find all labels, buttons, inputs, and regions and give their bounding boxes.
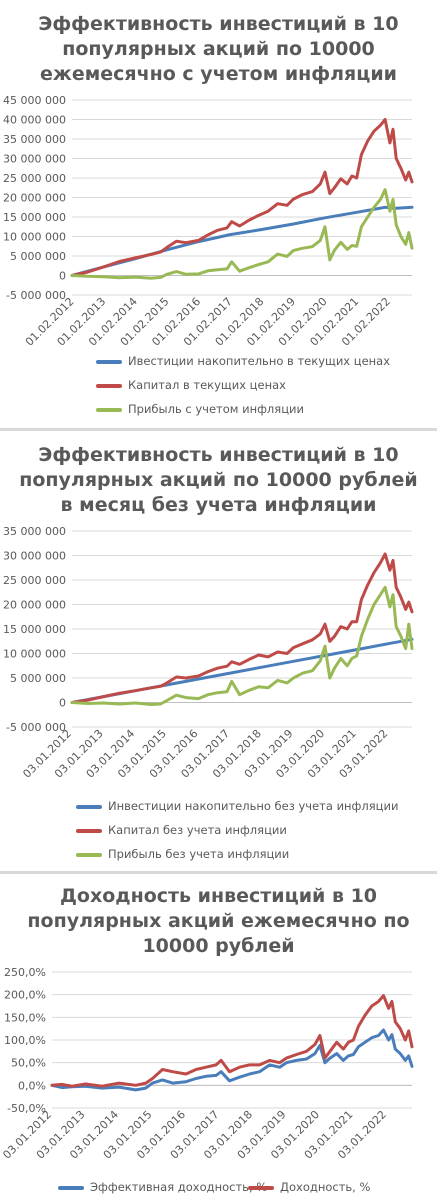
series-line-red xyxy=(70,552,414,704)
legend-swatch-blue xyxy=(96,360,122,364)
chart-panel-1: Эффективность инвестиций в 10 популярных… xyxy=(0,0,437,428)
y-tick-label: -50,0% xyxy=(7,1102,46,1115)
y-tick-label: 15 000 000 xyxy=(3,211,66,224)
y-tick-label: 5 000 000 xyxy=(10,672,66,685)
series-line-red xyxy=(70,118,414,277)
y-tick-label: 0,0% xyxy=(18,1079,46,1092)
y-tick-label: -5 000 000 xyxy=(6,289,66,302)
panel-divider xyxy=(0,428,437,431)
chart-panel-3: Доходность инвестиций в 10 популярных ак… xyxy=(0,874,437,1200)
y-tick-label: 25 000 000 xyxy=(3,172,66,185)
y-tick-label: 20 000 000 xyxy=(3,599,66,612)
legend-label: Инвестиции накопительно без учета инфляц… xyxy=(108,799,399,813)
y-tick-label: 200,0% xyxy=(4,989,46,1002)
y-tick-label: 0 xyxy=(59,697,66,710)
y-tick-label: 35 000 000 xyxy=(3,525,66,538)
y-tick-label: 40 000 000 xyxy=(3,114,66,127)
legend-label: Прибыль с учетом инфляции xyxy=(128,402,304,416)
y-tick-label: 100,0% xyxy=(4,1034,46,1047)
y-tick-label: 10 000 000 xyxy=(3,648,66,661)
y-tick-label: 20 000 000 xyxy=(3,192,66,205)
legend-label: Доходность, % xyxy=(280,1180,371,1194)
y-tick-label: 150,0% xyxy=(4,1011,46,1024)
legend-swatch-green xyxy=(96,408,122,412)
y-tick-label: -5 000 000 xyxy=(6,721,66,734)
chart-title: Эффективность инвестиций в 10 популярных… xyxy=(38,13,399,85)
y-tick-label: 30 000 000 xyxy=(3,550,66,563)
legend-label: Эффективная доходность, % xyxy=(90,1180,268,1194)
chart-title: Доходность инвестиций в 10 популярных ак… xyxy=(27,885,410,957)
legend-swatch-green xyxy=(76,853,102,857)
chart-1-plot: -5 000 000 0 5 000 000 10 000 000 15 000 000… xyxy=(3,94,414,349)
legend-swatch-blue xyxy=(76,805,102,809)
legend-label: Капитал без учета инфляции xyxy=(108,823,287,837)
legend-label: Прибыль без учета инфляции xyxy=(108,847,290,861)
y-tick-label: 45 000 000 xyxy=(3,94,66,107)
series-line-green xyxy=(70,188,414,280)
legend-swatch-red xyxy=(96,384,122,388)
chart-3-plot: -50,0%0,0%50,0%100,0%150,0%200,0%250,0%0… xyxy=(0,966,414,1162)
series-line-blue xyxy=(70,205,414,277)
y-tick-label: 5 000 000 xyxy=(10,250,66,263)
chart-panel-2: Эффективность инвестиций в 10 популярных… xyxy=(0,431,437,871)
panel-divider xyxy=(0,871,437,874)
series-line-blue xyxy=(50,1028,414,1092)
legend-swatch-red xyxy=(248,1186,274,1190)
y-tick-label: 50,0% xyxy=(11,1057,46,1070)
series-line-green xyxy=(70,585,414,706)
chart-2-plot: -5 000 000 0 5 000 000 10 000 000 15 000 000… xyxy=(3,525,414,781)
legend-swatch-red xyxy=(76,829,102,833)
y-tick-label: 35 000 000 xyxy=(3,133,66,146)
legend-label: Капитал в текущих ценах xyxy=(128,378,286,392)
y-tick-label: 25 000 000 xyxy=(3,574,66,587)
y-tick-label: 30 000 000 xyxy=(3,153,66,166)
legend-swatch-blue xyxy=(58,1186,84,1190)
y-tick-label: 10 000 000 xyxy=(3,231,66,244)
legend-label: Ивестиции накопительно в текущих ценах xyxy=(128,354,391,368)
y-tick-label: 250,0% xyxy=(4,966,46,979)
y-tick-label: 0 xyxy=(59,270,66,283)
y-tick-label: 15 000 000 xyxy=(3,623,66,636)
chart-title: Эффективность инвестиций в 10 популярных… xyxy=(19,444,418,516)
series-line-red xyxy=(50,994,414,1088)
